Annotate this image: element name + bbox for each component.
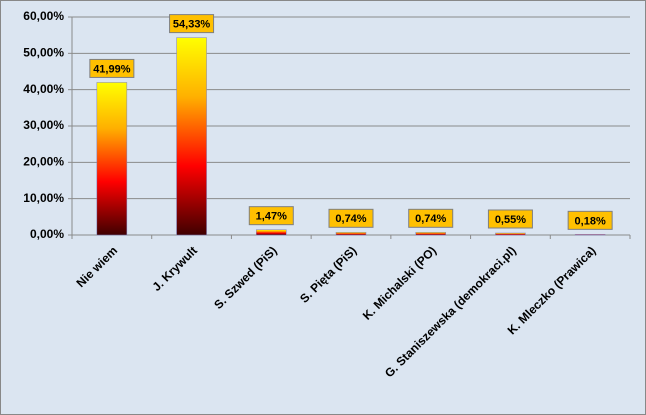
value-label-box — [567, 210, 613, 230]
value-label: 54,33% — [173, 19, 211, 31]
y-tick-label: 20,00% — [23, 155, 64, 169]
value-label-box — [248, 206, 294, 226]
value-label: 41,99% — [93, 63, 131, 75]
y-tick-label: 50,00% — [23, 46, 64, 60]
value-label: 0,74% — [335, 213, 366, 225]
bar — [176, 37, 207, 236]
bar — [574, 234, 606, 236]
y-tick-label: 10,00% — [23, 191, 64, 205]
value-label-box — [169, 14, 215, 34]
y-tick-label: 60,00% — [23, 9, 64, 23]
value-label-box — [487, 209, 533, 229]
value-label: 1,47% — [256, 211, 287, 223]
value-label: 0,55% — [495, 214, 526, 226]
bar — [96, 82, 128, 236]
bar — [256, 229, 287, 236]
y-tick-label: 40,00% — [23, 82, 64, 96]
value-label: 0,18% — [575, 215, 606, 227]
bar — [415, 232, 446, 236]
value-label: 0,74% — [415, 213, 446, 225]
bar — [495, 232, 526, 236]
value-label-box — [89, 58, 135, 78]
bar — [335, 232, 367, 236]
value-label-box — [328, 208, 374, 228]
y-tick-label: 0,00% — [30, 227, 64, 241]
y-tick-label: 30,00% — [23, 118, 64, 132]
value-label-box — [408, 208, 454, 228]
